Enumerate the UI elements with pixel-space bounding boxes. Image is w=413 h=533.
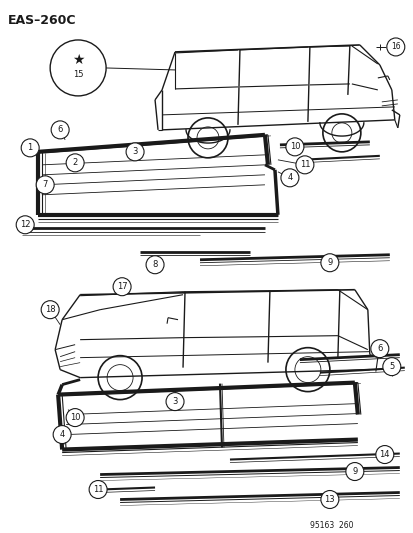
Text: 13: 13 — [324, 495, 335, 504]
Text: 4: 4 — [59, 430, 64, 439]
Text: 17: 17 — [116, 282, 127, 291]
Circle shape — [382, 358, 400, 376]
Circle shape — [146, 256, 164, 274]
Circle shape — [320, 254, 338, 272]
Text: 11: 11 — [299, 160, 309, 169]
Circle shape — [66, 409, 84, 426]
Text: 12: 12 — [20, 220, 31, 229]
Text: ★: ★ — [72, 53, 84, 67]
Circle shape — [345, 463, 363, 481]
Text: 11: 11 — [93, 485, 103, 494]
Circle shape — [280, 169, 298, 187]
Circle shape — [50, 40, 106, 96]
Text: 14: 14 — [379, 450, 389, 459]
Circle shape — [126, 143, 144, 161]
Circle shape — [36, 176, 54, 194]
Circle shape — [113, 278, 131, 296]
Text: 6: 6 — [57, 125, 63, 134]
Circle shape — [320, 490, 338, 508]
Circle shape — [66, 154, 84, 172]
Text: 8: 8 — [152, 260, 157, 269]
Circle shape — [375, 446, 393, 464]
Text: 10: 10 — [70, 413, 80, 422]
Text: 6: 6 — [376, 344, 382, 353]
Circle shape — [89, 481, 107, 498]
Text: 3: 3 — [172, 397, 177, 406]
Text: 3: 3 — [132, 147, 138, 156]
Text: 9: 9 — [351, 467, 356, 476]
Circle shape — [53, 425, 71, 443]
Circle shape — [21, 139, 39, 157]
Circle shape — [166, 393, 183, 410]
Circle shape — [285, 138, 303, 156]
Text: 15: 15 — [73, 70, 83, 79]
Circle shape — [16, 216, 34, 234]
Text: 18: 18 — [45, 305, 55, 314]
Circle shape — [386, 38, 404, 56]
Text: 5: 5 — [388, 362, 394, 371]
Text: 1: 1 — [28, 143, 33, 152]
Text: EAS–260C: EAS–260C — [8, 14, 76, 27]
Text: 9: 9 — [326, 258, 332, 267]
Text: 4: 4 — [287, 173, 292, 182]
Text: 95163  260: 95163 260 — [309, 521, 353, 530]
Circle shape — [370, 340, 388, 358]
Circle shape — [295, 156, 313, 174]
Text: 10: 10 — [289, 142, 299, 151]
Text: 2: 2 — [72, 158, 78, 167]
Circle shape — [51, 121, 69, 139]
Circle shape — [41, 301, 59, 319]
Text: 7: 7 — [43, 180, 48, 189]
Text: 16: 16 — [390, 43, 400, 52]
